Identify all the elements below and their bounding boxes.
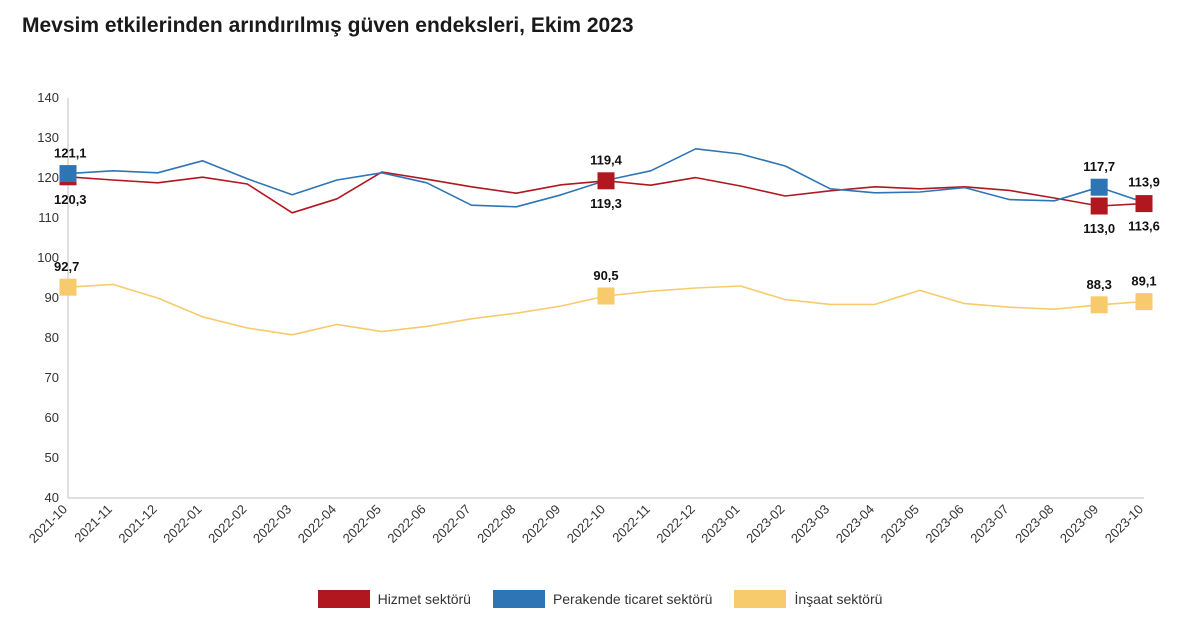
data-marker-2 <box>1135 293 1153 311</box>
x-tick-label: 2022-02 <box>205 502 249 546</box>
legend-item-perakende: Perakende ticaret sektörü <box>492 590 713 608</box>
x-tick-label: 2023-01 <box>698 502 742 546</box>
legend-item-hizmet: Hizmet sektörü <box>317 590 471 608</box>
y-tick-label: 80 <box>45 330 59 345</box>
data-label: 117,7 <box>1083 159 1115 174</box>
x-tick-label: 2023-05 <box>878 502 922 546</box>
data-marker-2 <box>597 287 615 305</box>
data-label: 119,4 <box>590 152 623 167</box>
y-tick-label: 40 <box>45 490 59 505</box>
legend-item-insaat: İnşaat sektörü <box>734 590 882 608</box>
data-label: 90,5 <box>593 268 618 283</box>
data-label: 121,1 <box>54 146 87 161</box>
data-label: 120,3 <box>54 192 87 207</box>
data-label: 113,6 <box>1128 219 1160 234</box>
data-label: 92,7 <box>54 259 79 274</box>
x-tick-label: 2022-07 <box>429 502 473 546</box>
y-tick-label: 100 <box>37 250 59 265</box>
x-tick-label: 2023-03 <box>788 502 832 546</box>
data-marker-0 <box>1090 197 1108 215</box>
x-tick-label: 2021-10 <box>26 502 70 546</box>
legend-swatch-hizmet <box>317 590 370 608</box>
data-label: 119,3 <box>590 196 622 211</box>
data-marker-2 <box>1090 296 1108 314</box>
x-tick-label: 2023-09 <box>1057 502 1101 546</box>
y-tick-label: 110 <box>38 210 59 225</box>
data-marker-0 <box>597 172 615 190</box>
data-marker-1 <box>1090 178 1108 196</box>
data-label: 113,0 <box>1083 221 1115 236</box>
chart-title: Mevsim etkilerinden arındırılmış güven e… <box>22 14 634 37</box>
data-label: 113,9 <box>1128 174 1160 189</box>
x-tick-label: 2022-11 <box>609 502 653 546</box>
x-tick-label: 2022-01 <box>160 502 204 546</box>
data-marker-0 <box>1135 195 1153 213</box>
y-tick-label: 50 <box>45 450 59 465</box>
x-tick-label: 2022-10 <box>564 502 608 546</box>
x-tick-label: 2021-12 <box>115 502 159 546</box>
x-tick-label: 2023-08 <box>1012 502 1056 546</box>
legend-label-hizmet: Hizmet sektörü <box>377 591 471 607</box>
legend-label-perakende: Perakende ticaret sektörü <box>552 591 713 607</box>
x-tick-label: 2022-09 <box>519 502 563 546</box>
x-tick-label: 2022-03 <box>250 502 294 546</box>
x-tick-label: 2022-08 <box>474 502 518 546</box>
x-tick-label: 2022-12 <box>653 502 697 546</box>
legend-swatch-insaat <box>734 590 787 608</box>
y-tick-label: 70 <box>45 370 59 385</box>
x-tick-label: 2022-05 <box>340 502 384 546</box>
data-marker-2 <box>59 278 77 296</box>
x-tick-label: 2022-06 <box>384 502 428 546</box>
data-label: 89,1 <box>1131 274 1156 289</box>
x-tick-label: 2023-07 <box>967 502 1011 546</box>
y-tick-label: 60 <box>45 410 59 425</box>
y-tick-label: 120 <box>37 170 59 185</box>
chart-legend: Hizmet sektörü Perakende ticaret sektörü… <box>0 586 1200 612</box>
y-tick-label: 90 <box>45 290 59 305</box>
x-tick-label: 2021-11 <box>71 502 115 546</box>
x-tick-label: 2023-02 <box>743 502 787 546</box>
data-marker-1 <box>59 165 77 183</box>
x-tick-label: 2023-10 <box>1102 502 1146 546</box>
legend-label-insaat: İnşaat sektörü <box>794 591 883 607</box>
y-tick-label: 130 <box>37 130 59 145</box>
data-label: 88,3 <box>1087 277 1112 292</box>
x-tick-label: 2022-04 <box>295 502 339 546</box>
x-tick-label: 2023-04 <box>833 502 877 546</box>
y-tick-label: 140 <box>37 90 59 105</box>
legend-swatch-perakende <box>492 590 545 608</box>
x-tick-label: 2023-06 <box>922 502 966 546</box>
